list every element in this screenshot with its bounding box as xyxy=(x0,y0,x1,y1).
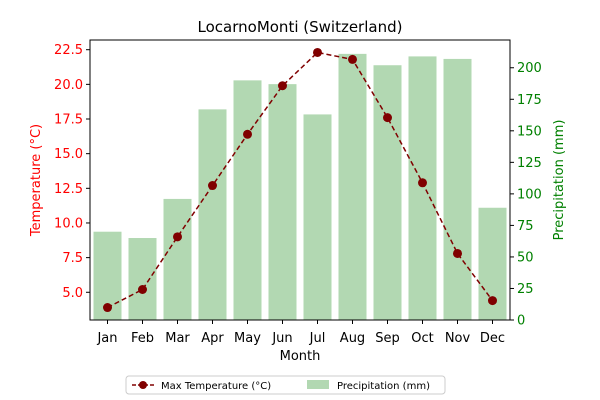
x-tick-label: Jan xyxy=(96,331,117,346)
temp-point-jul xyxy=(313,47,322,57)
x-tick-label: Jun xyxy=(271,331,292,346)
legend-box xyxy=(125,375,446,395)
temp-point-may xyxy=(243,129,252,139)
right-y-tick-label: 50 xyxy=(517,250,534,265)
temp-point-sep xyxy=(383,113,392,123)
temp-point-apr xyxy=(208,181,217,191)
left-y-tick-label: 12.5 xyxy=(54,182,83,197)
precip-bar-feb xyxy=(128,238,157,320)
right-axis-title: Precipitation (mm) xyxy=(552,120,567,241)
left-y-tick-label: 17.5 xyxy=(54,113,83,128)
right-y-tick-label: 200 xyxy=(517,61,542,76)
left-y-tick-label: 20.0 xyxy=(54,78,83,93)
precip-bar-oct xyxy=(408,56,437,321)
right-y-tick-label: 150 xyxy=(517,124,542,139)
right-y-tick-label: 25 xyxy=(517,282,534,297)
left-y-tick-label: 22.5 xyxy=(54,43,83,58)
legend-temp-label: Max Temperature (°C) xyxy=(161,381,271,392)
temp-point-nov xyxy=(453,248,462,258)
precip-bar-nov xyxy=(443,58,472,321)
x-tick-label: Feb xyxy=(131,331,154,346)
precip-bar-apr xyxy=(198,109,227,321)
temp-point-aug xyxy=(348,54,357,64)
precip-bar-mar xyxy=(163,198,192,320)
temp-point-jun xyxy=(278,81,287,91)
x-tick-label: Jul xyxy=(309,331,326,346)
left-y-tick-label: 5.0 xyxy=(62,286,83,301)
right-y-tick-label: 0 xyxy=(517,314,525,329)
x-tick-label: Aug xyxy=(340,331,365,346)
left-y-tick-label: 7.5 xyxy=(62,251,83,266)
bars-layer xyxy=(93,53,507,321)
left-axis-title: Temperature (°C) xyxy=(29,124,44,237)
x-tick-label: Oct xyxy=(411,331,433,346)
legend: Max Temperature (°C) Precipitation (mm) xyxy=(125,375,446,395)
temp-point-oct xyxy=(418,178,427,188)
left-y-tick-label: 15.0 xyxy=(54,147,83,162)
right-y-tick-label: 75 xyxy=(517,219,534,234)
precip-bar-aug xyxy=(338,53,367,321)
temperature-line xyxy=(107,51,494,309)
x-tick-label: Nov xyxy=(445,331,471,346)
precip-bar-sep xyxy=(373,65,402,320)
right-y-tick-label: 100 xyxy=(517,187,542,202)
x-axis-title: Month xyxy=(280,349,321,364)
x-tick-label: Dec xyxy=(480,331,505,346)
temp-point-jan xyxy=(103,303,112,313)
right-y-tick-label: 125 xyxy=(517,156,542,171)
x-tick-label: Apr xyxy=(201,331,224,346)
temp-point-feb xyxy=(138,285,147,294)
plot-frame xyxy=(89,39,511,321)
legend-precip-label: Precipitation (mm) xyxy=(337,381,430,392)
x-axis: Jan Feb Mar Apr May Jun Jul Aug Sep Oct Nov Dec xyxy=(96,320,505,346)
temp-point-mar xyxy=(173,232,182,242)
right-y-axis: 0 25 50 75 100 125 150 175 200 xyxy=(510,61,542,329)
left-y-axis: 5.0 7.5 10.0 12.5 15.0 17.5 20.0 22.5 xyxy=(54,43,90,301)
chart-title: LocarnoMonti (Switzerland) xyxy=(198,18,403,36)
precip-bar-jun xyxy=(268,84,297,320)
x-tick-label: Sep xyxy=(375,331,400,346)
left-y-tick-label: 10.0 xyxy=(54,216,83,231)
legend-precip-swatch xyxy=(307,380,329,389)
temp-point-dec xyxy=(488,296,497,306)
precip-bar-may xyxy=(233,80,262,320)
line-layer xyxy=(103,47,497,313)
x-tick-label: Mar xyxy=(165,331,190,346)
legend-temp-marker xyxy=(139,381,147,389)
right-y-tick-label: 175 xyxy=(517,93,542,108)
precip-bar-jul xyxy=(303,114,332,320)
x-tick-label: May xyxy=(234,331,261,346)
